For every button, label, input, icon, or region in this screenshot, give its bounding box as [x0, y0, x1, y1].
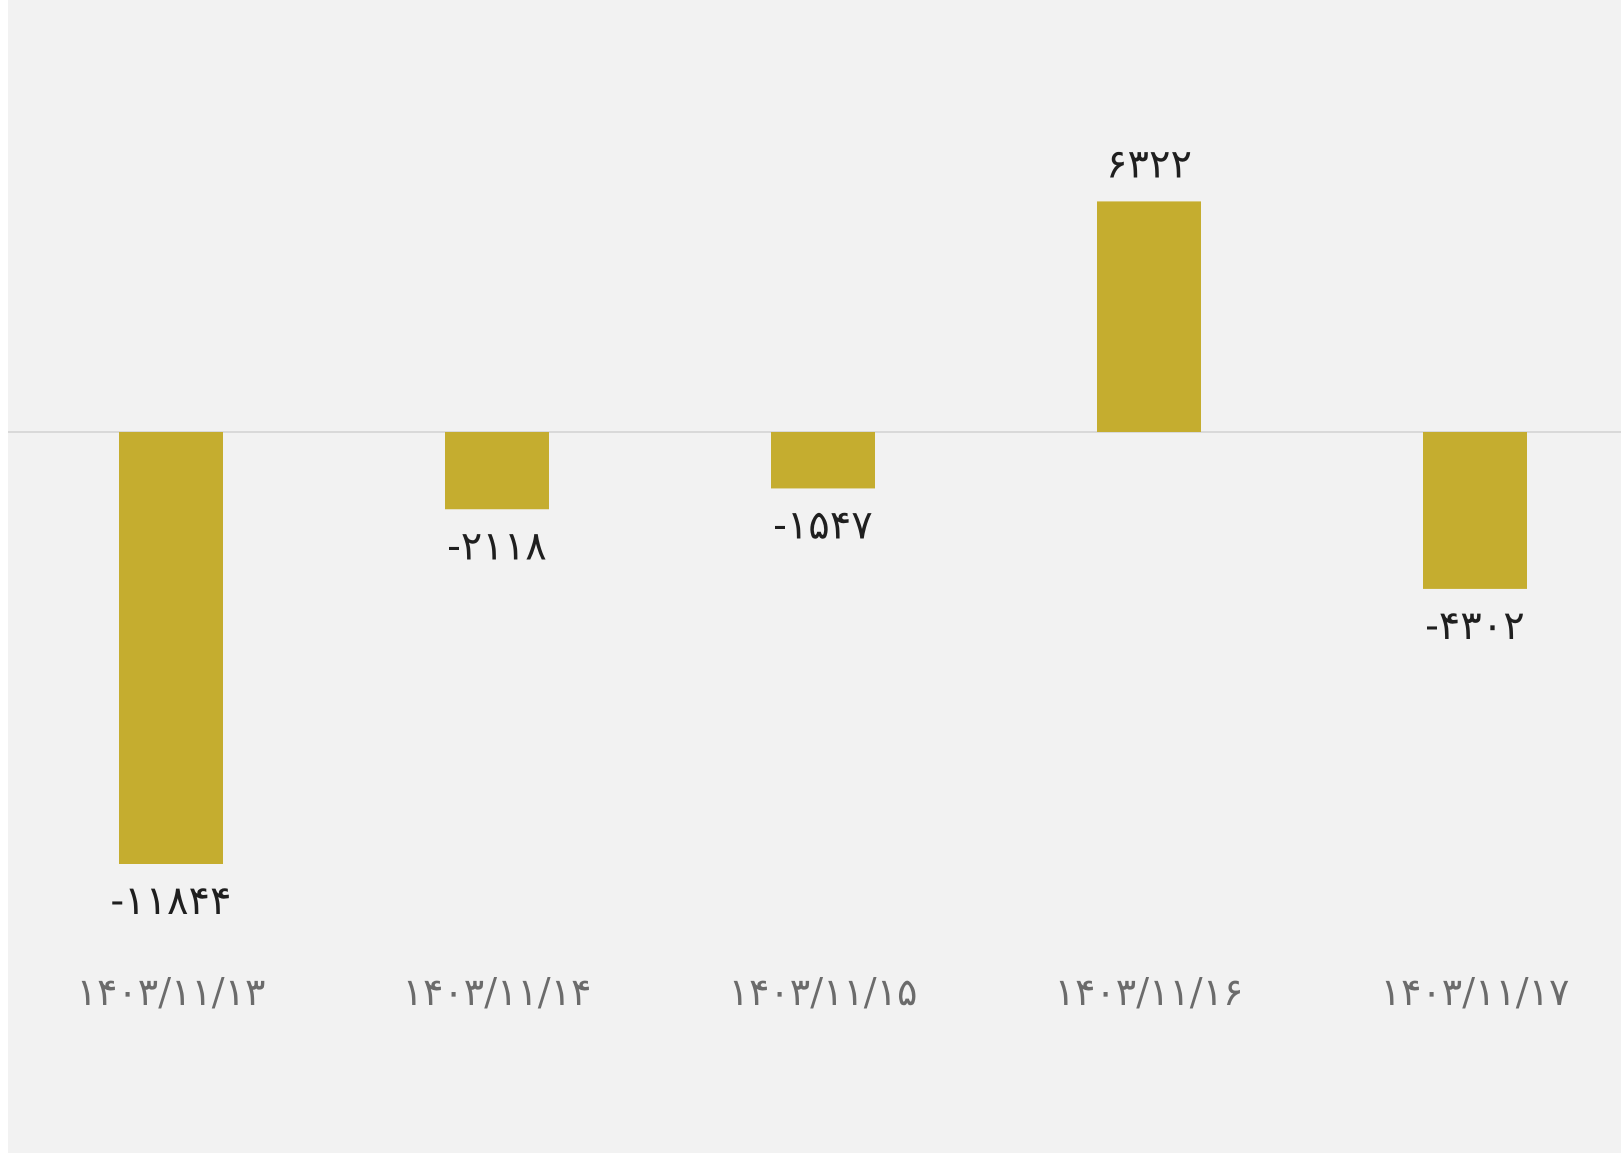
bar-3: [771, 432, 875, 489]
bar-4: [1097, 201, 1201, 432]
x-tick-label-4: ۱۴۰۳/۱۱/۱۶: [1055, 970, 1244, 1014]
bar-1: [119, 432, 223, 864]
value-labels-group: -۱۱۸۴۴ -۲۱۱۸ -۱۵۴۷ ۶۳۲۲ -۴۳۰۲: [111, 141, 1525, 924]
chart-panel: -۱۱۸۴۴ -۲۱۱۸ -۱۵۴۷ ۶۳۲۲ -۴۳۰۲ ۱۴۰۳/۱۱/۱۳ ۱۴۰۳…: [8, 0, 1621, 1153]
x-tick-label-1: ۱۴۰۳/۱۱/۱۳: [77, 970, 266, 1014]
value-label-4: ۶۳۲۲: [1106, 141, 1192, 187]
value-label-2: -۲۱۱۸: [447, 523, 546, 569]
value-label-3: -۱۵۴۷: [773, 502, 872, 548]
x-tick-labels-group: ۱۴۰۳/۱۱/۱۳ ۱۴۰۳/۱۱/۱۴ ۱۴۰۳/۱۱/۱۵ ۱۴۰۳/۱۱/۱۶…: [77, 970, 1570, 1014]
x-tick-label-5: ۱۴۰۳/۱۱/۱۷: [1381, 970, 1570, 1014]
bars-group: [119, 201, 1527, 864]
x-tick-label-3: ۱۴۰۳/۱۱/۱۵: [729, 970, 918, 1014]
bar-5: [1423, 432, 1527, 589]
value-label-1: -۱۱۸۴۴: [111, 878, 232, 924]
value-label-5: -۴۳۰۲: [1425, 603, 1524, 649]
x-tick-label-2: ۱۴۰۳/۱۱/۱۴: [403, 970, 592, 1014]
bar-2: [445, 432, 549, 510]
